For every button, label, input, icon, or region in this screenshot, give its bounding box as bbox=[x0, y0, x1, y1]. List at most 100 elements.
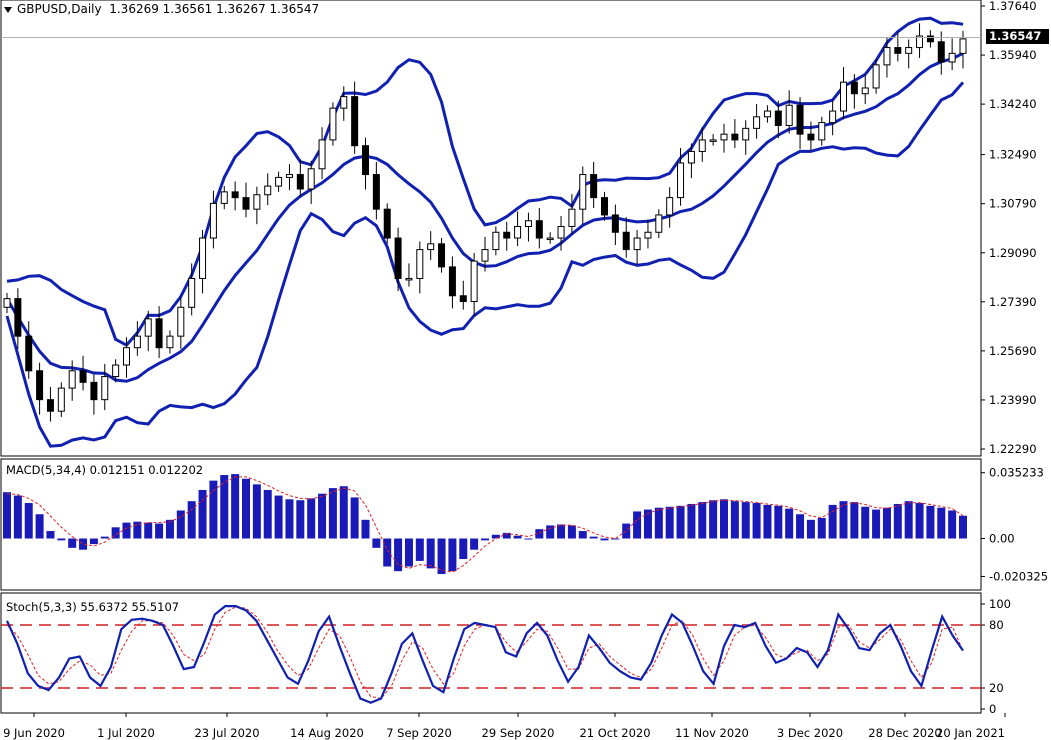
macd-histogram-bar bbox=[959, 515, 967, 539]
candle-body bbox=[774, 110, 782, 126]
candle-body bbox=[568, 208, 576, 227]
candle-body bbox=[46, 399, 54, 412]
candle-body bbox=[872, 64, 880, 89]
candle-body bbox=[14, 298, 22, 337]
macd-histogram-bar bbox=[872, 509, 881, 539]
macd-histogram-bar bbox=[557, 524, 566, 539]
macd-histogram-bar bbox=[89, 538, 98, 545]
symbol-label: GBPUSD,Daily bbox=[17, 2, 102, 16]
candle-body bbox=[829, 110, 837, 124]
macd-histogram-bar bbox=[948, 510, 957, 539]
candle-body bbox=[557, 225, 565, 239]
macd-histogram-bar bbox=[57, 538, 66, 541]
macd-signal-line bbox=[6, 476, 964, 573]
candle-body bbox=[655, 214, 663, 233]
macd-histogram-bar bbox=[328, 488, 337, 539]
candle-body bbox=[601, 197, 608, 216]
macd-tick-label: -0.020325 bbox=[989, 569, 1048, 583]
candle-body bbox=[742, 127, 750, 141]
candle-body bbox=[894, 47, 902, 54]
macd-histogram-bar bbox=[350, 497, 359, 539]
candle-body bbox=[590, 174, 598, 199]
macd-histogram-bar bbox=[546, 525, 555, 539]
macd-histogram-bar bbox=[165, 519, 174, 539]
candle-body bbox=[438, 243, 446, 268]
candle-body bbox=[785, 104, 793, 126]
macd-histogram-bar bbox=[198, 489, 207, 539]
date-tick-label: 9 Jun 2020 bbox=[3, 726, 65, 740]
macd-histogram-bar bbox=[13, 495, 22, 539]
candle-body bbox=[112, 364, 120, 378]
candle-body bbox=[166, 335, 174, 349]
macd-histogram-bar bbox=[665, 506, 674, 539]
candle-body bbox=[351, 96, 359, 147]
macd-histogram-bar bbox=[404, 538, 413, 567]
macd-histogram-bar bbox=[144, 522, 153, 539]
macd-histogram-bar bbox=[481, 538, 489, 541]
macd-histogram-bar bbox=[79, 538, 88, 550]
candle-body bbox=[79, 370, 87, 383]
candle-body bbox=[840, 81, 847, 112]
collapse-icon[interactable] bbox=[4, 6, 12, 13]
date-tick-label: 21 Oct 2020 bbox=[579, 726, 650, 740]
macd-histogram-bar bbox=[600, 538, 609, 541]
macd-histogram-bar bbox=[491, 534, 500, 539]
macd-histogram-bar bbox=[676, 505, 685, 539]
macd-histogram-bar bbox=[307, 498, 316, 539]
candle-body bbox=[959, 38, 967, 54]
candle-body bbox=[177, 306, 185, 337]
macd-histogram-bar bbox=[828, 504, 837, 539]
macd-histogram-bar bbox=[24, 503, 33, 539]
current-price-box: 1.36547 bbox=[986, 29, 1049, 44]
candle-body bbox=[416, 249, 424, 279]
macd-histogram-bar bbox=[502, 532, 511, 539]
macd-histogram-bar bbox=[720, 499, 728, 539]
candle-body bbox=[90, 381, 98, 401]
candle-body bbox=[698, 139, 706, 152]
macd-histogram-bar bbox=[35, 514, 44, 539]
candle-body bbox=[916, 35, 924, 49]
price-tick-label: 1.30790 bbox=[989, 197, 1037, 211]
macd-histogram-bar bbox=[524, 538, 533, 540]
macd-histogram-bar bbox=[578, 531, 587, 539]
candle-body bbox=[329, 107, 337, 141]
candle-body bbox=[405, 277, 413, 281]
candle-body bbox=[318, 139, 326, 170]
macd-histogram-bar bbox=[730, 501, 739, 539]
macd-histogram-bar bbox=[687, 503, 696, 539]
date-tick-label: 7 Sep 2020 bbox=[386, 726, 452, 740]
stoch-label: Stoch(5,3,3) 55.6372 55.5107 bbox=[6, 600, 180, 614]
candle-body bbox=[220, 191, 228, 204]
price-tick-label: 1.27390 bbox=[989, 295, 1037, 309]
price-panel-frame bbox=[0, 0, 982, 457]
candle-body bbox=[144, 318, 152, 337]
macd-histogram-bar bbox=[285, 499, 294, 539]
macd-histogram-bar bbox=[242, 478, 250, 539]
candle-body bbox=[133, 335, 141, 349]
candle-body bbox=[709, 139, 717, 142]
macd-histogram-bar bbox=[785, 508, 794, 539]
price-tick-label: 1.25690 bbox=[989, 344, 1037, 358]
candle-body bbox=[155, 318, 163, 349]
macd-histogram-bar bbox=[774, 505, 783, 539]
candle-body bbox=[481, 249, 489, 262]
candle-body bbox=[926, 35, 934, 43]
macd-histogram-bar bbox=[904, 501, 913, 539]
price-tick-label: 1.34240 bbox=[989, 97, 1037, 111]
macd-histogram-bar bbox=[209, 480, 218, 539]
macd-histogram-bar bbox=[252, 484, 261, 539]
macd-histogram-bar bbox=[915, 503, 924, 539]
candle-body bbox=[307, 168, 315, 190]
macd-histogram-bar bbox=[339, 486, 348, 539]
macd-histogram-bar bbox=[426, 538, 435, 569]
macd-histogram-bar bbox=[654, 507, 663, 539]
candle-body bbox=[807, 133, 815, 141]
candle-body bbox=[579, 174, 587, 210]
stoch-k-line bbox=[5, 605, 964, 704]
date-tick-label: 23 Jul 2020 bbox=[194, 726, 259, 740]
macd-histogram-bar bbox=[752, 503, 761, 539]
macd-histogram-bar bbox=[100, 536, 109, 539]
price-tick-label: 1.35940 bbox=[989, 48, 1037, 62]
date-tick-label: 20 Jan 2021 bbox=[936, 726, 1005, 740]
